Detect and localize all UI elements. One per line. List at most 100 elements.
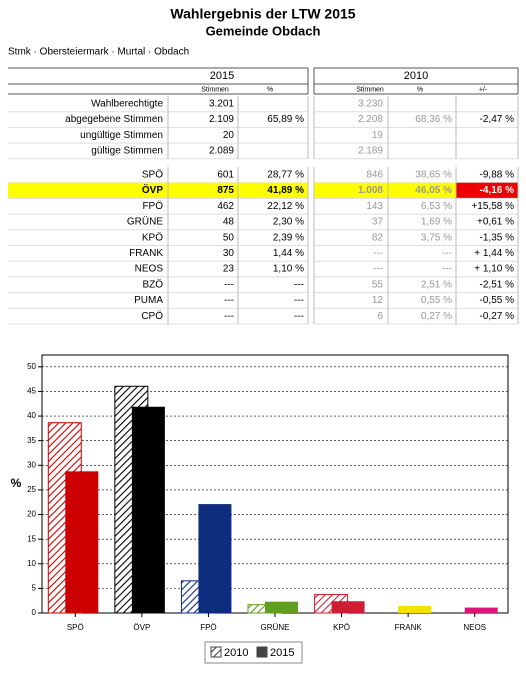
legend-label: 2010 — [224, 647, 248, 659]
x-tick-label: ÖVP — [133, 623, 150, 632]
bar — [464, 607, 498, 613]
cell: GRÜNE — [127, 216, 163, 228]
cell: 601 — [217, 169, 234, 180]
cell: 55 — [372, 279, 384, 290]
y-tick-label: 50 — [27, 362, 36, 371]
cell: 2.109 — [209, 114, 234, 125]
cell: --- — [373, 264, 383, 275]
legend-swatch — [256, 646, 268, 658]
cell: 846 — [366, 169, 383, 180]
cell: -4,16 % — [480, 185, 515, 196]
cell: 0,55 % — [421, 295, 452, 306]
cell: abgegebene Stimmen — [65, 114, 163, 125]
cell: --- — [294, 311, 304, 322]
cell: 28,77 % — [267, 169, 304, 180]
subheader: Stimmen — [201, 86, 229, 93]
cell: 48 — [223, 217, 235, 228]
subheader: % — [267, 86, 273, 93]
title: Wahlergebnis der LTW 2015 — [170, 6, 355, 22]
cell: -2,51 % — [480, 279, 515, 290]
cell: 6,53 % — [421, 201, 452, 212]
group-header: 2015 — [210, 70, 234, 82]
cell: --- — [373, 248, 383, 259]
cell: 875 — [217, 185, 234, 196]
bar — [398, 605, 432, 613]
plot-area — [41, 354, 509, 614]
cell: 30 — [223, 248, 235, 259]
cell: FPÖ — [142, 200, 163, 212]
cell: -0,55 % — [480, 295, 515, 306]
subtitle: Gemeinde Obdach — [206, 23, 321, 38]
highlight-change — [456, 182, 518, 199]
cell: --- — [224, 279, 234, 290]
cell: 2,30 % — [273, 217, 304, 228]
cell: --- — [442, 248, 452, 259]
cell: ungültige Stimmen — [80, 130, 163, 141]
cell: + 1,44 % — [474, 248, 514, 259]
cell: ÖVP — [142, 183, 163, 196]
cell: 50 — [223, 232, 235, 243]
cell: CPÖ — [141, 310, 163, 322]
y-tick-label: 0 — [32, 608, 37, 617]
y-tick-label: 20 — [27, 510, 36, 519]
cell: 0,27 % — [421, 311, 452, 322]
x-tick-label: FRANK — [395, 623, 423, 632]
group-header: 2010 — [404, 70, 428, 82]
cell: -1,35 % — [480, 232, 515, 243]
y-tick-label: 15 — [27, 534, 36, 543]
cell: 143 — [366, 201, 383, 212]
bar — [265, 601, 298, 613]
cell: FRANK — [129, 248, 163, 259]
cell: gültige Stimmen — [91, 146, 163, 157]
x-tick-label: NEOS — [463, 623, 486, 632]
cell: 12 — [372, 295, 384, 306]
y-tick-label: 5 — [32, 583, 37, 592]
cell: 19 — [372, 130, 384, 141]
cell: 65,89 % — [267, 114, 304, 125]
cell: 462 — [217, 201, 234, 212]
cell: SPÖ — [142, 168, 163, 180]
y-tick-label: 10 — [27, 559, 36, 568]
cell: 38,65 % — [415, 169, 452, 180]
cell: 2,51 % — [421, 279, 452, 290]
cell: -9,88 % — [480, 169, 515, 180]
cell: 1,69 % — [421, 217, 452, 228]
breadcrumb: Stmk · Obersteiermark · Murtal · Obdach — [8, 47, 189, 58]
highlight — [8, 182, 308, 199]
cell: 3,75 % — [421, 232, 452, 243]
cell: 2.208 — [358, 114, 383, 125]
cell: KPÖ — [142, 231, 163, 243]
cell: 41,89 % — [267, 185, 304, 196]
cell: 1,44 % — [273, 248, 304, 259]
bar — [331, 601, 365, 613]
highlight — [314, 182, 456, 199]
cell: 3.230 — [358, 98, 383, 109]
cell: 22,12 % — [267, 201, 304, 212]
cell: -2,47 % — [480, 114, 515, 125]
cell: PUMA — [134, 295, 163, 306]
bar — [131, 406, 165, 613]
legend-box — [204, 641, 303, 664]
cell: 20 — [223, 130, 235, 141]
x-tick-label: GRÜNE — [261, 623, 290, 632]
bar — [198, 504, 232, 613]
y-tick-label: 45 — [27, 387, 36, 396]
subheader: Stimmen — [356, 86, 384, 93]
y-tick-label: 40 — [27, 411, 36, 420]
cell: --- — [224, 311, 234, 322]
cell: 6 — [377, 311, 383, 322]
cell: +0,61 % — [477, 217, 514, 228]
y-tick-label: 30 — [27, 460, 36, 469]
legend-swatch — [210, 646, 222, 658]
x-tick-label: FPÖ — [200, 623, 216, 632]
subheader: +/- — [479, 86, 488, 93]
cell: 2.189 — [358, 146, 383, 157]
cell: --- — [224, 295, 234, 306]
cell: --- — [442, 264, 452, 275]
cell: 3.201 — [209, 98, 234, 109]
cell: --- — [294, 295, 304, 306]
x-tick-label: KPÖ — [333, 623, 350, 632]
cell: 1,10 % — [273, 264, 304, 275]
cell: 68,36 % — [415, 114, 452, 125]
